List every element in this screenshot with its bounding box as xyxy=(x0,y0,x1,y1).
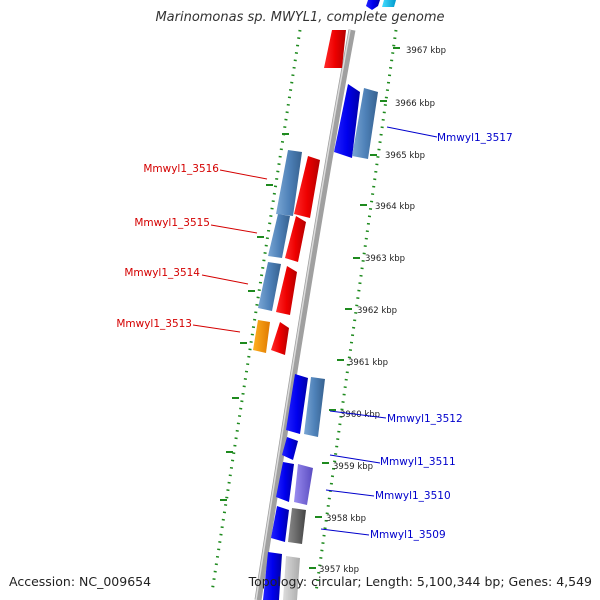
gene-feature-forward[interactable] xyxy=(282,437,298,460)
map-title: Marinomonas sp. MWYL1, complete genome xyxy=(155,10,445,25)
gene-label-mmwyl1-3515[interactable]: Mmwyl1_3515 xyxy=(134,217,210,229)
gene-feature-forward[interactable] xyxy=(286,374,308,434)
kbp-label: 3964 kbp xyxy=(375,202,415,212)
genome-summary-text: Topology: circular; Length: 5,100,344 bp… xyxy=(248,574,592,589)
gene-feature-cds[interactable] xyxy=(352,88,378,159)
gene-feature-forward[interactable] xyxy=(263,552,282,600)
gene-feature-cds[interactable] xyxy=(258,262,281,311)
gene-feature-reverse[interactable] xyxy=(294,156,320,218)
genome-backbone xyxy=(254,29,356,600)
kbp-label: 3963 kbp xyxy=(365,254,405,264)
right-leader-lines xyxy=(320,126,438,536)
gene-feature[interactable] xyxy=(382,0,396,7)
gene-label-mmwyl1-3517[interactable]: Mmwyl1_3517 xyxy=(437,132,513,144)
accession-text: Accession: NC_009654 xyxy=(9,574,152,589)
kbp-label: 3958 kbp xyxy=(326,514,366,524)
gene-feature-forward[interactable] xyxy=(366,0,380,10)
gene-feature-reverse[interactable] xyxy=(276,266,297,315)
gene-feature-cds[interactable] xyxy=(304,377,325,437)
gene-label-mmwyl1-3510[interactable]: Mmwyl1_3510 xyxy=(375,490,451,502)
gene-feature[interactable] xyxy=(253,320,270,353)
gene-feature-reverse[interactable] xyxy=(271,322,289,355)
kbp-label: 3957 kbp xyxy=(319,565,359,575)
gene-label-mmwyl1-3512[interactable]: Mmwyl1_3512 xyxy=(387,413,463,425)
kbp-label: 3967 kbp xyxy=(406,46,446,56)
kbp-label: 3959 kbp xyxy=(333,462,373,472)
gene-feature-reverse[interactable] xyxy=(324,30,346,68)
kbp-label: 3961 kbp xyxy=(348,358,388,368)
gene-feature-reverse[interactable] xyxy=(285,216,306,262)
gene-label-mmwyl1-3516[interactable]: Mmwyl1_3516 xyxy=(143,163,219,175)
kbp-label: 3965 kbp xyxy=(385,151,425,161)
gene-label-mmwyl1-3511[interactable]: Mmwyl1_3511 xyxy=(380,456,456,468)
gene-label-mmwyl1-3514[interactable]: Mmwyl1_3514 xyxy=(124,267,200,279)
gene-feature-cds[interactable] xyxy=(276,150,302,216)
inner-tick-marks xyxy=(220,133,289,501)
gene-feature[interactable] xyxy=(294,464,313,505)
gene-feature-forward[interactable] xyxy=(334,84,360,158)
gene-feature-forward[interactable] xyxy=(276,462,294,502)
outer-dotted-guide xyxy=(314,29,398,593)
gene-label-mmwyl1-3509[interactable]: Mmwyl1_3509 xyxy=(370,529,446,541)
gene-feature[interactable] xyxy=(283,556,300,600)
kbp-label: 3962 kbp xyxy=(357,306,397,316)
gene-feature-cds[interactable] xyxy=(268,214,290,258)
outer-tick-marks xyxy=(309,47,400,569)
kbp-label: 3966 kbp xyxy=(395,99,435,109)
gene-label-mmwyl1-3513[interactable]: Mmwyl1_3513 xyxy=(116,318,192,330)
gene-feature-forward[interactable] xyxy=(271,506,289,542)
left-leader-lines xyxy=(192,169,268,333)
gene-feature[interactable] xyxy=(288,508,306,544)
